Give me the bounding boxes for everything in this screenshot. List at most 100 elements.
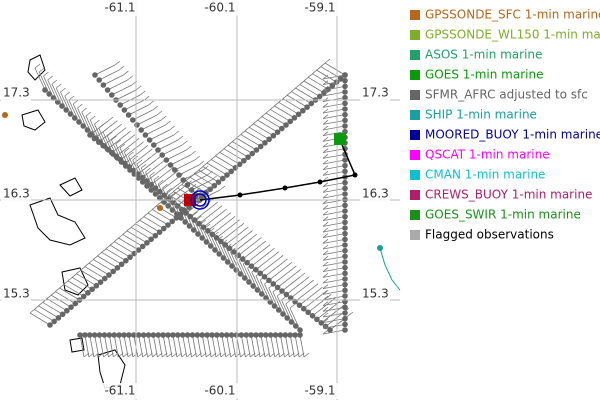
label-bg: [1, 286, 31, 302]
barb: [322, 204, 346, 210]
obs-point: [209, 231, 215, 238]
obs-point: [204, 332, 210, 338]
barb: [322, 227, 346, 233]
legend-label: CMAN 1-min marine: [425, 168, 545, 182]
barb: [322, 306, 346, 312]
barb: [203, 212, 222, 228]
barb: [242, 244, 261, 260]
obs-point: [283, 122, 289, 128]
obs-point: [342, 327, 348, 333]
obs-point: [169, 218, 176, 225]
legend-label: QSCAT 1-min marine: [425, 148, 550, 162]
obs-point: [135, 332, 142, 338]
legend-swatch: [410, 90, 420, 100]
obs-point: [304, 104, 310, 110]
barb: [167, 334, 173, 358]
barb-tick: [173, 130, 180, 136]
obs-point: [236, 161, 243, 168]
barb: [261, 116, 282, 129]
obs-point: [95, 139, 102, 145]
legend-swatch: [410, 110, 420, 120]
obs-point: [152, 185, 159, 191]
barb-tick: [136, 159, 143, 165]
obs-point: [144, 240, 150, 246]
barb: [280, 334, 285, 358]
label-bg: [360, 186, 390, 202]
barb-tick: [317, 286, 323, 292]
barb: [60, 91, 71, 115]
obs-point: [86, 332, 93, 338]
buoy-circles: [190, 190, 210, 210]
barb: [152, 209, 173, 222]
barb: [322, 329, 346, 335]
barb: [94, 124, 113, 139]
barb: [265, 334, 271, 358]
obs-point: [342, 315, 348, 322]
track-point: [352, 172, 358, 178]
obs-point: [134, 122, 140, 128]
barb: [322, 250, 346, 256]
obs-point: [218, 238, 224, 245]
barb-tick: [256, 237, 262, 242]
barb-tick: [322, 159, 329, 165]
barb: [163, 180, 183, 196]
barb: [264, 262, 283, 278]
barb: [172, 334, 178, 358]
barb-tick: [212, 201, 218, 207]
barb: [270, 109, 291, 122]
barb-tick: [118, 65, 125, 71]
barb: [149, 129, 170, 141]
obs-point: [161, 192, 167, 199]
obs-point: [314, 316, 320, 323]
barb: [322, 125, 346, 131]
obs-point: [126, 332, 132, 338]
obs-point: [342, 213, 348, 220]
obs-point: [342, 293, 348, 299]
obs-point: [121, 332, 127, 338]
obs-point: [91, 332, 98, 338]
barb: [221, 334, 227, 358]
crews-marker: [184, 194, 196, 206]
obs-point: [342, 179, 348, 186]
barb: [46, 298, 68, 312]
barb: [322, 102, 346, 108]
barb-tick: [112, 120, 118, 125]
obs-point: [342, 89, 348, 95]
barb: [94, 64, 116, 76]
obs-point: [318, 320, 325, 326]
obs-point: [170, 332, 176, 338]
obs-point: [196, 220, 202, 227]
barb-tick: [322, 154, 329, 159]
obs-point: [226, 245, 233, 252]
obs-point: [96, 332, 103, 338]
barb-tick: [68, 95, 75, 101]
barb: [265, 112, 287, 126]
barb: [234, 255, 246, 279]
barb: [97, 255, 118, 269]
barb: [128, 334, 134, 358]
barb-tick: [115, 139, 121, 145]
obs-point: [104, 146, 111, 152]
barb: [55, 291, 76, 304]
legend-label: GOES 1-min marine: [425, 68, 543, 82]
obs-point: [104, 87, 111, 93]
obs-point: [297, 327, 303, 333]
obs-point: [200, 224, 207, 230]
obs-point: [138, 127, 144, 133]
barb-tick: [322, 227, 329, 233]
barb: [133, 156, 152, 171]
obs-point: [125, 112, 132, 118]
obs-point: [287, 118, 294, 125]
legend-swatch: [410, 210, 420, 220]
barb: [285, 303, 297, 327]
obs-point: [47, 322, 53, 328]
obs-point: [139, 174, 146, 181]
barb: [322, 244, 346, 250]
barb: [273, 269, 292, 285]
barb: [281, 299, 292, 323]
barb: [251, 271, 263, 295]
legend-label: SFMR_AFRC adjusted to sfc: [425, 88, 588, 102]
obs-point: [156, 229, 163, 235]
barb: [322, 272, 346, 278]
barb: [202, 166, 223, 179]
